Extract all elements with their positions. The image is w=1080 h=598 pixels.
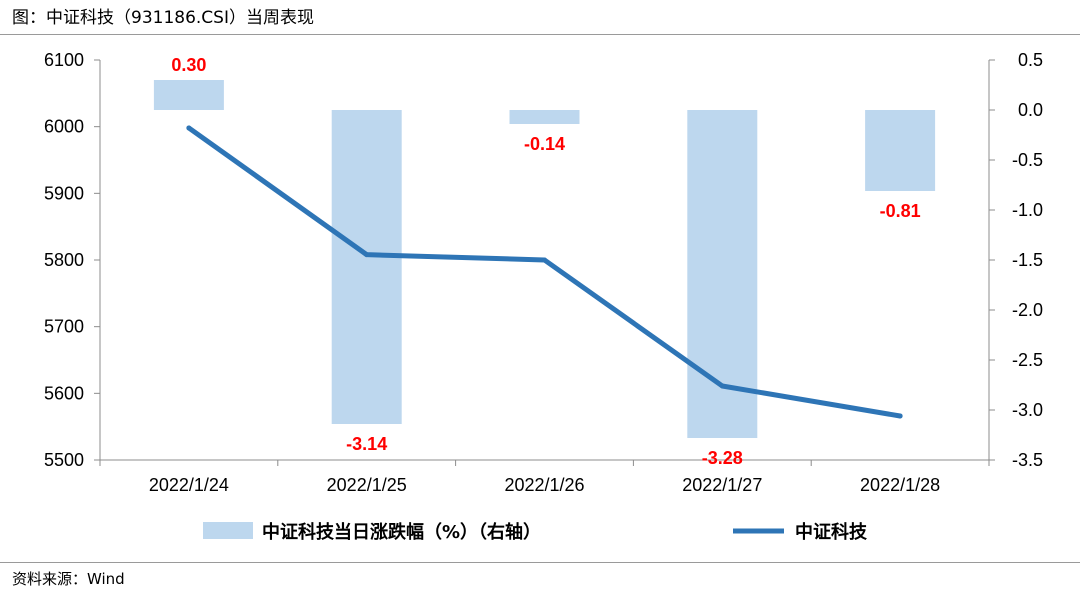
right-tick-label: -1.5 xyxy=(1012,250,1043,270)
labels-layer: 0.30 -3.14 -0.14 -3.28 -0.81 xyxy=(171,55,920,468)
x-tick-label: 2022/1/25 xyxy=(327,475,407,495)
series-line-中证科技 xyxy=(186,125,903,419)
bars-layer xyxy=(153,80,936,438)
figure-title: 图：中证科技（931186.CSI）当周表现 xyxy=(12,8,314,28)
bar-2022/1/28 xyxy=(865,110,936,191)
axes-layer: 5500 5600 5700 5800 5900 6000 6100 -3.5 -3.0 -2.5… xyxy=(44,50,1043,495)
bar-2022/1/26 xyxy=(509,110,580,124)
legend-line-label: 中证科技 xyxy=(795,521,868,543)
legend: 中证科技当日涨跌幅（%）（右轴） 中证科技 xyxy=(203,521,868,543)
line-point xyxy=(186,125,192,131)
right-tick-label: 0.0 xyxy=(1018,100,1043,120)
right-tick-label: -3.5 xyxy=(1012,450,1043,470)
right-tick-label: -2.5 xyxy=(1012,350,1043,370)
line-point xyxy=(719,383,725,389)
left-tick-label: 5500 xyxy=(44,450,84,470)
legend-bar-label: 中证科技当日涨跌幅（%）（右轴） xyxy=(262,521,541,543)
right-tick-label: -3.0 xyxy=(1012,400,1043,420)
bar-data-label: -0.81 xyxy=(880,201,921,221)
bar-data-label: 0.30 xyxy=(171,55,206,75)
x-tick-label: 2022/1/24 xyxy=(149,475,229,495)
right-tick-label: -1.0 xyxy=(1012,200,1043,220)
bottom-rule xyxy=(0,562,1080,563)
left-tick-label: 6000 xyxy=(44,117,84,137)
right-tick-label: 0.5 xyxy=(1018,50,1043,70)
line-point xyxy=(897,413,903,419)
left-tick-label: 6100 xyxy=(44,50,84,70)
bar-2022/1/25 xyxy=(331,110,402,424)
bar-data-label: -3.28 xyxy=(702,448,743,468)
bar-data-label: -0.14 xyxy=(524,134,565,154)
left-tick-label: 5800 xyxy=(44,250,84,270)
line-layer xyxy=(186,125,903,419)
source-note: 资料来源：Wind xyxy=(12,570,125,588)
x-tick-label: 2022/1/28 xyxy=(860,475,940,495)
left-tick-label: 5900 xyxy=(44,183,84,203)
right-tick-label: -0.5 xyxy=(1012,150,1043,170)
top-rule xyxy=(0,34,1080,35)
x-tick-label: 2022/1/27 xyxy=(682,475,762,495)
bar-data-label: -3.14 xyxy=(346,434,387,454)
left-tick-label: 5700 xyxy=(44,317,84,337)
line-point xyxy=(542,257,547,263)
right-tick-label: -2.0 xyxy=(1012,300,1043,320)
legend-bar-swatch xyxy=(203,522,253,539)
line-point xyxy=(364,252,370,258)
bar-2022/1/24 xyxy=(153,80,224,110)
x-tick-label: 2022/1/26 xyxy=(504,475,584,495)
left-tick-label: 5600 xyxy=(44,383,84,403)
